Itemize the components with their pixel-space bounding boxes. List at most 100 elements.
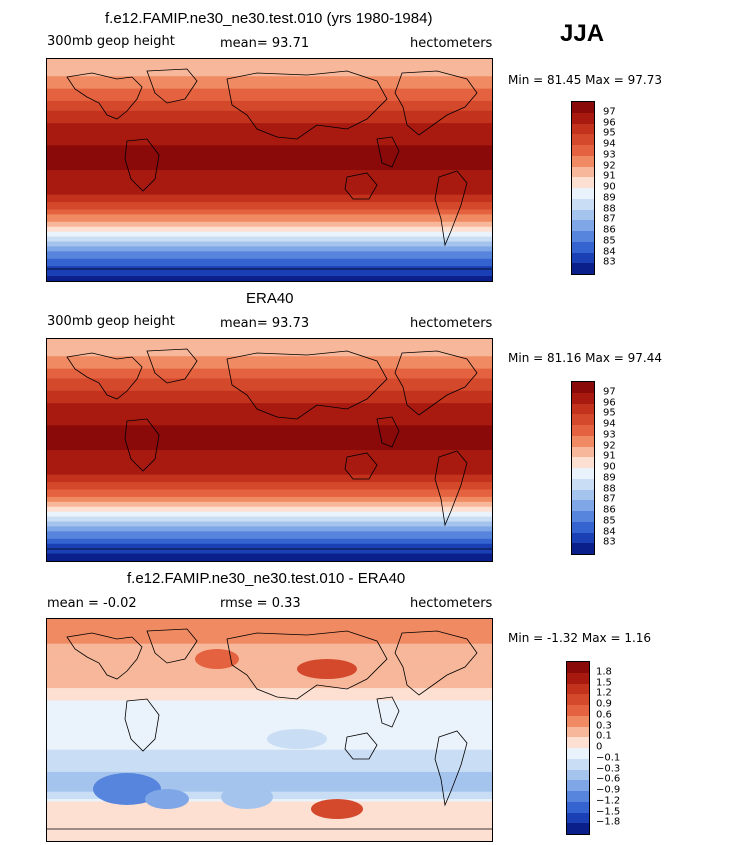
map-band [47,762,492,766]
map-band [47,474,492,478]
colorbar-tick-label: 97 [603,106,616,118]
map-band [47,806,492,810]
map-band [47,757,492,761]
colorbar-tick-label: 96 [603,397,616,408]
map-band [47,234,492,238]
map-band [47,524,492,528]
colorbar-tick-label: 93 [603,149,616,161]
colorbar-tick-label: 90 [603,461,616,473]
colorbar-tick-label: 0.3 [596,720,612,731]
map-band [47,383,492,387]
coastline [124,138,160,192]
map-band [47,663,492,667]
colorbar-tick-label: 92 [603,160,616,171]
map-band [47,358,492,362]
map-band [47,86,492,90]
colorbar-swatch [572,231,594,242]
map-band [47,266,492,270]
colorbar-swatch [572,134,594,145]
map-band [47,732,492,736]
coastline [434,170,468,247]
coastline [394,630,478,696]
colorbar-tick-label: 0 [596,741,603,753]
map-band [47,538,492,542]
map-band [47,221,492,225]
map-band [47,236,492,240]
map-band [47,437,492,441]
colorbar-swatch [572,500,594,511]
map-band [47,59,492,63]
map-band [47,157,492,161]
map-band [47,425,492,429]
map-band [47,96,492,100]
map-band [47,543,492,547]
map-band [47,211,492,215]
map-band [47,636,492,640]
map-band [47,263,492,267]
colorbar-swatch [567,737,589,748]
map-band [47,536,492,540]
map-band [47,150,492,154]
colorbar-tick-label: 95 [603,407,616,419]
map-band [47,244,492,248]
map-band [47,155,492,159]
map-band [47,776,492,780]
map-band [47,100,492,104]
coastline [226,70,388,140]
colorbar-swatch [567,726,589,738]
map-band [47,435,492,439]
coastline [376,136,400,168]
map-band [47,162,492,166]
map-band [47,759,492,763]
colorbar-tick-label: 85 [603,235,616,247]
map-band [47,422,492,426]
colorbar-tick-label: 84 [603,246,616,257]
colorbar-swatch [572,198,594,210]
map-band [47,172,492,176]
map-band [47,258,492,262]
panel-1-map-svg [47,59,492,281]
map-band [47,821,492,825]
map-band [47,91,492,95]
coastline [344,172,378,200]
map-band [47,413,492,417]
colorbar-tick-label: 91 [603,170,616,182]
colorbar-tick-label: 89 [603,472,616,484]
colorbar-swatch [567,823,589,834]
map-band [47,256,492,260]
colorbar-tick-label: 1.8 [596,666,612,678]
map-band [47,514,492,518]
colorbar-tick-label: −1.8 [596,816,621,828]
anomaly-blob [297,659,357,679]
colorbar-tick-label: −0.3 [596,763,621,774]
coastline [344,732,378,760]
panel-3-map-svg [47,619,492,841]
panel-1-map [46,58,493,282]
coastline [394,70,478,136]
map-band [47,271,492,275]
colorbar-tick-label: 90 [603,181,616,193]
map-band [47,702,492,706]
map-band [47,202,492,206]
map-band [47,720,492,724]
colorbar-swatch [572,145,594,156]
map-band [47,548,492,552]
colorbar-tick-label: 91 [603,450,616,462]
map-band [47,261,492,265]
map-band [47,194,492,198]
map-band [47,626,492,630]
map-band [47,403,492,407]
colorbar-swatch [567,812,589,824]
map-band [47,767,492,771]
map-band [47,660,492,664]
map-band [47,145,492,149]
map-band [47,251,492,255]
colorbar-tick-label: 94 [603,138,616,150]
map-band [47,273,492,277]
map-band [47,462,492,466]
coastline [344,452,378,480]
map-band [47,105,492,109]
map-band [47,786,492,790]
map-band [47,253,492,257]
map-band [47,511,492,515]
